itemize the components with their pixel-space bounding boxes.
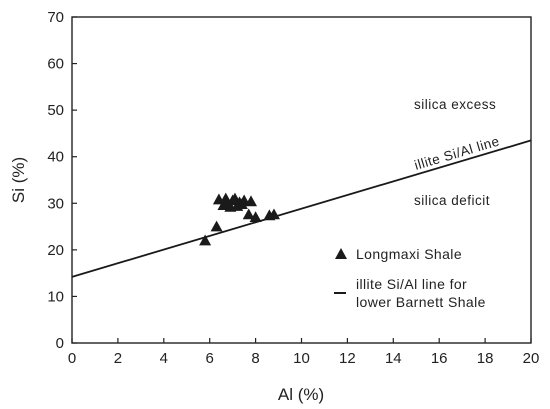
- y-tick-label: 60: [47, 56, 64, 73]
- x-tick-label: 20: [523, 350, 540, 367]
- data-point-triangle: [199, 234, 212, 246]
- region-label-silica-deficit: silica deficit: [414, 193, 490, 208]
- y-tick-label: 10: [47, 288, 64, 305]
- x-tick-label: 0: [68, 350, 76, 367]
- data-point-triangle: [267, 208, 280, 220]
- longmaxi-points-group: [199, 192, 280, 246]
- x-tick-label: 2: [114, 350, 122, 367]
- x-tick-label: 16: [431, 350, 448, 367]
- legend: Longmaxi Shale illite Si/Al line for low…: [334, 246, 486, 310]
- x-axis-title: Al (%): [278, 385, 324, 404]
- data-point-triangle: [249, 211, 262, 223]
- data-point-triangle: [245, 195, 258, 207]
- x-tick-label: 14: [385, 350, 402, 367]
- illite-si-al-line: [71, 139, 532, 278]
- y-tick-label: 50: [47, 102, 64, 119]
- x-tick-label: 12: [339, 350, 356, 367]
- y-tick-label: 70: [47, 9, 64, 26]
- x-tick-label: 6: [206, 350, 214, 367]
- y-tick-label: 30: [47, 195, 64, 212]
- y-tick-label: 40: [47, 149, 64, 166]
- y-tick-label: 0: [56, 335, 64, 352]
- data-point-triangle: [210, 220, 223, 232]
- illite-line-group: [71, 139, 532, 278]
- data-point-triangle: [242, 208, 255, 220]
- legend-label-illite-line-2: lower Barnett Shale: [356, 294, 486, 310]
- y-axis-title: Si (%): [9, 157, 28, 203]
- x-tick-label: 18: [477, 350, 494, 367]
- legend-triangle-icon: [335, 248, 347, 259]
- x-tick-label: 10: [293, 350, 310, 367]
- legend-label-longmaxi: Longmaxi Shale: [356, 246, 462, 262]
- x-axis-ticks: 0 2 4 6 8 10 12 14 16 18 20: [68, 338, 540, 367]
- x-tick-label: 4: [160, 350, 168, 367]
- y-tick-label: 20: [47, 242, 64, 259]
- x-tick-label: 8: [251, 350, 259, 367]
- region-label-silica-excess: silica excess: [414, 97, 496, 112]
- y-axis-ticks: 0 10 20 30 40 50 60 70: [47, 9, 77, 352]
- legend-label-illite-line-1: illite Si/Al line for: [356, 276, 467, 292]
